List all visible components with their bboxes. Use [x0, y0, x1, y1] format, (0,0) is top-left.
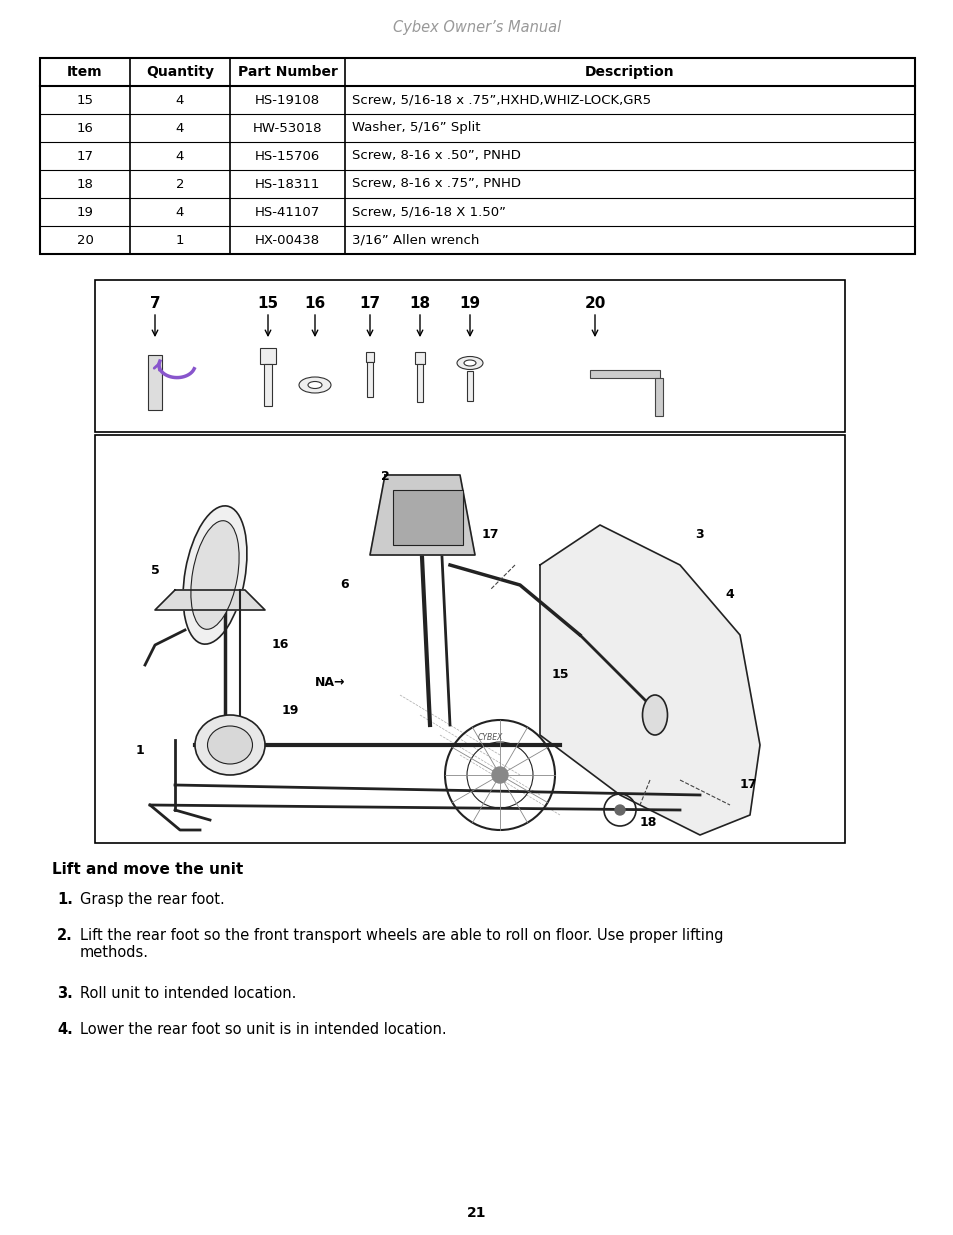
Text: 17: 17	[359, 296, 380, 311]
Text: Lift and move the unit: Lift and move the unit	[52, 862, 243, 877]
Text: 21: 21	[467, 1207, 486, 1220]
Ellipse shape	[194, 715, 265, 776]
Text: 3.: 3.	[57, 986, 73, 1002]
Text: 1.: 1.	[57, 892, 73, 906]
Text: Quantity: Quantity	[146, 65, 213, 79]
Text: Lift the rear foot so the front transport wheels are able to roll on floor. Use : Lift the rear foot so the front transpor…	[80, 927, 722, 961]
Polygon shape	[370, 475, 475, 555]
Text: Washer, 5/16” Split: Washer, 5/16” Split	[352, 121, 480, 135]
Ellipse shape	[208, 726, 253, 764]
Text: HS-41107: HS-41107	[254, 205, 320, 219]
Text: 6: 6	[340, 578, 349, 592]
Ellipse shape	[298, 377, 331, 393]
Text: 20: 20	[76, 233, 93, 247]
Bar	[416, 364, 422, 403]
Text: Part Number: Part Number	[237, 65, 337, 79]
Bar	[95, 280, 844, 432]
Text: Screw, 5/16-18 x .75”,HXHD,WHIZ-LOCK,GR5: Screw, 5/16-18 x .75”,HXHD,WHIZ-LOCK,GR5	[352, 94, 651, 106]
Text: 18: 18	[639, 816, 656, 830]
Bar	[95, 435, 844, 844]
Text: 1: 1	[175, 233, 184, 247]
Ellipse shape	[191, 521, 239, 630]
Text: 19: 19	[459, 296, 480, 311]
Bar	[655, 378, 662, 416]
Text: HS-18311: HS-18311	[254, 178, 320, 190]
Text: HX-00438: HX-00438	[254, 233, 319, 247]
Ellipse shape	[308, 382, 322, 389]
Text: 4: 4	[175, 149, 184, 163]
Text: 4.: 4.	[57, 1023, 73, 1037]
Text: 16: 16	[271, 638, 289, 652]
Ellipse shape	[456, 357, 482, 369]
Polygon shape	[154, 590, 265, 610]
Text: CYBEX: CYBEX	[476, 732, 502, 741]
Text: 7: 7	[150, 296, 160, 311]
Text: Screw, 8-16 x .75”, PNHD: Screw, 8-16 x .75”, PNHD	[352, 178, 520, 190]
Text: 18: 18	[76, 178, 93, 190]
Text: 17: 17	[480, 529, 498, 541]
Text: Grasp the rear foot.: Grasp the rear foot.	[80, 892, 225, 906]
Text: 4: 4	[175, 94, 184, 106]
Text: 15: 15	[551, 668, 568, 682]
Ellipse shape	[183, 506, 247, 645]
Text: 3/16” Allen wrench: 3/16” Allen wrench	[352, 233, 478, 247]
Bar	[415, 352, 424, 364]
Circle shape	[615, 805, 624, 815]
Text: Screw, 5/16-18 X 1.50”: Screw, 5/16-18 X 1.50”	[352, 205, 505, 219]
Text: 19: 19	[76, 205, 93, 219]
Text: NA→: NA→	[314, 677, 345, 689]
Bar	[260, 348, 275, 364]
Text: Item: Item	[67, 65, 103, 79]
Text: 16: 16	[304, 296, 325, 311]
Text: HS-19108: HS-19108	[254, 94, 319, 106]
Text: HS-15706: HS-15706	[254, 149, 320, 163]
Text: 5: 5	[151, 563, 159, 577]
Bar	[393, 490, 462, 545]
Polygon shape	[539, 525, 760, 835]
Text: Description: Description	[584, 65, 674, 79]
Text: 2: 2	[175, 178, 184, 190]
Text: 2.: 2.	[57, 927, 73, 944]
Ellipse shape	[463, 359, 476, 366]
Text: Roll unit to intended location.: Roll unit to intended location.	[80, 986, 296, 1002]
Text: Lower the rear foot so unit is in intended location.: Lower the rear foot so unit is in intend…	[80, 1023, 446, 1037]
Bar	[467, 370, 473, 401]
Text: 4: 4	[725, 589, 734, 601]
Text: Screw, 8-16 x .50”, PNHD: Screw, 8-16 x .50”, PNHD	[352, 149, 520, 163]
Text: 15: 15	[76, 94, 93, 106]
Text: 20: 20	[583, 296, 605, 311]
Bar	[40, 58, 914, 254]
Text: 4: 4	[175, 121, 184, 135]
Bar	[589, 370, 659, 378]
Text: 17: 17	[739, 778, 756, 792]
Text: 3: 3	[695, 529, 703, 541]
Ellipse shape	[641, 695, 667, 735]
Bar	[366, 352, 374, 362]
Text: Cybex Owner’s Manual: Cybex Owner’s Manual	[393, 20, 560, 35]
Text: 16: 16	[76, 121, 93, 135]
Text: 17: 17	[76, 149, 93, 163]
Text: 2: 2	[380, 471, 389, 483]
Text: 15: 15	[257, 296, 278, 311]
Circle shape	[492, 767, 507, 783]
Text: 19: 19	[281, 704, 298, 716]
Bar	[264, 364, 272, 406]
Text: 1: 1	[135, 743, 144, 757]
Bar	[148, 354, 162, 410]
Text: 4: 4	[175, 205, 184, 219]
Bar	[367, 362, 373, 396]
Text: HW-53018: HW-53018	[253, 121, 322, 135]
Text: 18: 18	[409, 296, 430, 311]
